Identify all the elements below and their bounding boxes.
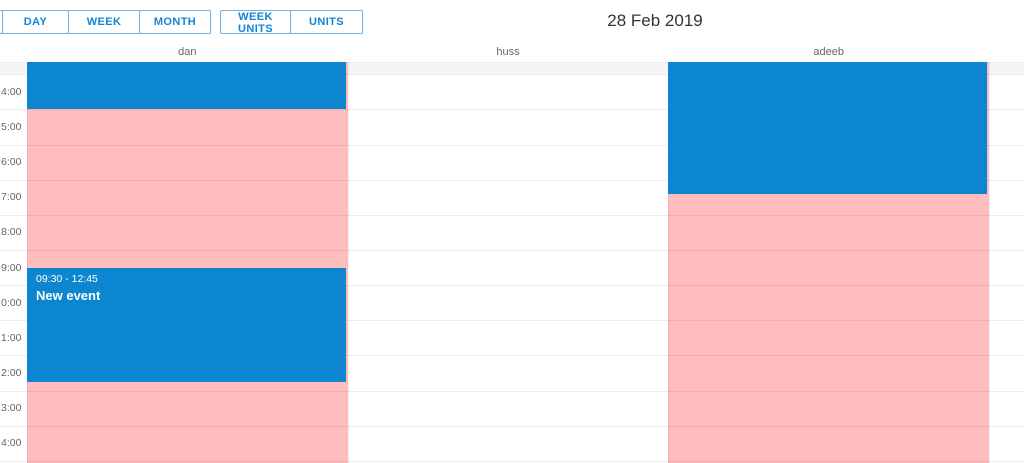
hour-gridline (0, 285, 1024, 287)
event-block[interactable] (27, 62, 346, 110)
column-header-dan: dan (178, 46, 197, 58)
time-label: 0:00 (1, 296, 22, 309)
hour-gridline (0, 425, 1024, 427)
toolbar: DAY WEEK MONTH WEEK UNITS UNITS 28 Feb 2… (0, 0, 1024, 45)
hour-gridline (0, 250, 1024, 251)
resource-column-huss[interactable] (348, 62, 669, 463)
hour-gridline (0, 320, 1024, 322)
time-label: 1:00 (1, 331, 22, 344)
event-title: New event (36, 287, 101, 303)
event-time-range: 09:30 - 12:45 (36, 272, 98, 285)
time-label: 2:00 (1, 367, 22, 380)
hour-gridline (0, 144, 1024, 146)
grid-viewport: 09:30 - 12:45 New event 4:00 5:00 6:00 7:00 8:… (0, 62, 1024, 463)
column-separator (347, 62, 349, 463)
grid-top-line (0, 62, 1024, 63)
column-header-huss: huss (496, 46, 520, 58)
units-button-group: WEEK UNITS UNITS (220, 10, 363, 35)
time-label: 7:00 (1, 191, 22, 204)
time-label: 9:00 (1, 261, 22, 274)
time-label: 3:00 (1, 402, 22, 415)
view-button-group: DAY WEEK MONTH (0, 10, 211, 34)
week-button[interactable]: WEEK (68, 10, 140, 34)
units-button[interactable]: UNITS (290, 10, 363, 34)
time-label: 8:00 (1, 226, 22, 239)
event-block[interactable]: 09:30 - 12:45 New event (27, 267, 346, 382)
time-label: 6:00 (1, 156, 22, 169)
busy-background-dan (27, 62, 348, 463)
off-hours-shading (0, 63, 1024, 75)
column-header-row: dan huss adeeb (0, 45, 1024, 62)
hour-gridline (0, 74, 1024, 76)
week-units-button[interactable]: WEEK UNITS (220, 10, 291, 35)
date-title: 28 Feb 2019 (607, 11, 703, 30)
hour-gridline (0, 390, 1024, 392)
hour-gridline (0, 460, 1024, 462)
hour-gridline (0, 214, 1024, 216)
month-button[interactable]: MONTH (139, 10, 211, 34)
day-button[interactable]: DAY (2, 10, 69, 34)
event-block[interactable] (668, 62, 987, 194)
column-separator (27, 62, 28, 463)
column-separator (668, 62, 670, 463)
hour-gridline (0, 109, 1024, 111)
hour-gridline (0, 355, 1024, 357)
time-label: 4:00 (1, 437, 22, 450)
column-header-adeeb: adeeb (813, 46, 844, 58)
time-label: 5:00 (1, 120, 22, 133)
time-label: 4:00 (1, 85, 22, 98)
hour-gridline (0, 179, 1024, 181)
column-separator (989, 62, 990, 463)
